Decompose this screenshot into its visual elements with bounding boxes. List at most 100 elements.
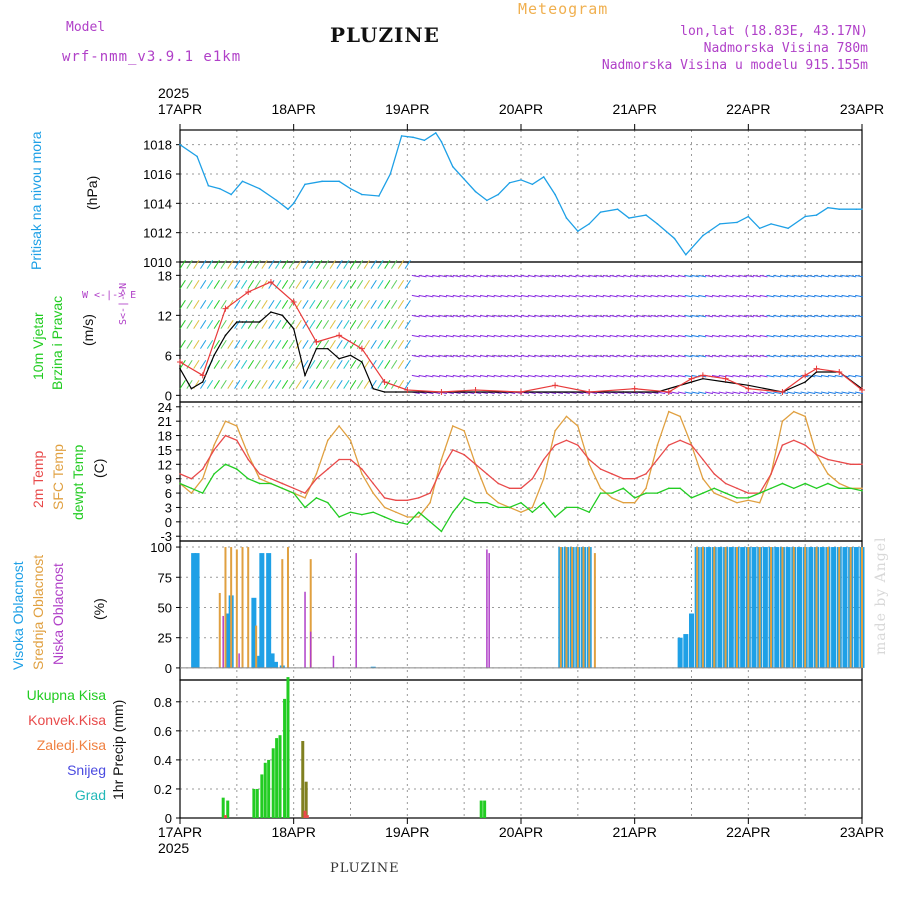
temp-2m-line-point xyxy=(554,444,556,446)
wind-barb xyxy=(800,391,809,395)
temp-ytick-label: 6 xyxy=(165,486,172,501)
dewpt-line-point xyxy=(645,492,647,494)
wind-speed-line-point xyxy=(554,391,556,393)
pressure-line-point xyxy=(770,223,772,225)
sfc-temp-line-point xyxy=(542,477,545,480)
precip-total-bar xyxy=(283,698,287,818)
time-tick-label-top: 20APR xyxy=(499,101,543,117)
wind-barb xyxy=(336,319,343,329)
sfc-temp-line-point xyxy=(804,415,806,418)
wind-barb xyxy=(493,334,502,338)
sfc-temp-line-point xyxy=(838,482,841,485)
wind-barb xyxy=(514,314,523,318)
wind-barb xyxy=(582,314,591,318)
wind-barb xyxy=(384,339,391,349)
wind-barb xyxy=(186,339,193,349)
pressure-line-point xyxy=(304,183,306,186)
sfc-temp-line-point xyxy=(383,506,386,509)
wind-barb xyxy=(527,354,536,358)
wind-barb xyxy=(589,374,598,378)
wind-barb xyxy=(343,299,350,309)
wind-barb xyxy=(595,314,604,318)
wind-barb xyxy=(766,314,775,318)
wind-barb xyxy=(711,314,720,318)
wind-barb xyxy=(745,314,754,318)
wind-barb xyxy=(439,274,448,278)
wind-barb xyxy=(643,354,652,358)
wind-barb xyxy=(807,294,816,298)
wind-barb xyxy=(459,294,468,298)
dewpt-line-point xyxy=(793,487,795,490)
wind-barb xyxy=(636,354,645,358)
temp-2m-line-point xyxy=(474,463,477,466)
temp-2m-line-point xyxy=(724,482,727,485)
cloud-high-bar xyxy=(728,547,734,668)
wind-barb xyxy=(350,259,357,269)
wind-barb xyxy=(814,354,823,358)
wind-barb xyxy=(800,274,809,278)
wind-barb xyxy=(425,314,434,318)
wind-barb xyxy=(281,319,289,329)
temp-ytick-label: 3 xyxy=(165,500,172,515)
wind-barb xyxy=(275,339,282,349)
wind-barb xyxy=(623,274,632,278)
wind-barb xyxy=(541,274,550,278)
time-tick-label-top: 17APR xyxy=(158,101,202,117)
wind-barb xyxy=(220,299,227,309)
wind-barb xyxy=(227,279,234,289)
wind-barb xyxy=(630,274,639,278)
dewpt-line-point xyxy=(724,492,727,494)
wind-barb xyxy=(636,334,645,338)
wind-barb xyxy=(582,374,591,378)
time-tick-label-bottom: 19APR xyxy=(385,824,429,840)
wind-barb xyxy=(657,274,666,278)
wind-barb xyxy=(711,294,720,298)
wind-barb xyxy=(281,359,289,369)
wind-barb xyxy=(534,334,543,338)
temp-2m-line-point xyxy=(361,468,363,470)
wind-barb xyxy=(814,294,823,298)
wind-barb xyxy=(439,354,448,358)
wind-barb xyxy=(766,294,775,298)
wind-speed-line-point xyxy=(292,327,295,330)
cloud-high-bar xyxy=(774,547,780,668)
precip-legend-freezing: Zaledj.Kisa xyxy=(36,737,106,753)
wind-barb xyxy=(711,391,720,395)
wind-barb xyxy=(752,391,761,395)
wind-barb xyxy=(322,339,330,349)
wind-barb xyxy=(439,314,448,318)
cloud-high-bar xyxy=(762,547,768,668)
wind-barb xyxy=(200,319,207,329)
sfc-temp-line-point xyxy=(622,501,625,504)
wind-barb xyxy=(377,339,384,349)
wind-barb xyxy=(527,274,536,278)
wind-barb xyxy=(397,259,405,269)
cloud-low-bar xyxy=(238,653,240,668)
wind-barb xyxy=(418,294,427,298)
wind-barb xyxy=(227,259,234,269)
wind-barb xyxy=(732,374,741,378)
wind-barb xyxy=(486,354,495,358)
wind-barb xyxy=(432,334,441,338)
wind-barb xyxy=(664,274,673,278)
wind-barb xyxy=(302,279,309,289)
temp-2m-line-point xyxy=(849,463,852,466)
wind-barb xyxy=(745,374,754,378)
pressure-line-point xyxy=(230,193,232,196)
wind-barb xyxy=(356,379,364,389)
wind-barb xyxy=(315,299,323,309)
wind-ytick-label: 0 xyxy=(165,388,172,403)
wind-barb xyxy=(630,314,639,318)
temp-2m-line-point xyxy=(349,458,352,461)
pressure-line-point xyxy=(486,199,488,202)
wind-barb xyxy=(302,339,309,349)
wind-barb xyxy=(350,319,357,329)
cloud-mid-bar xyxy=(735,547,738,668)
cloud-mid-bar xyxy=(255,625,258,668)
wind-barb xyxy=(800,334,809,338)
wind-barb xyxy=(193,279,200,289)
dewpt-line-point xyxy=(827,482,829,485)
dewpt-line-point xyxy=(304,506,306,509)
wind-barb xyxy=(234,299,241,309)
wind-barb xyxy=(630,334,639,338)
